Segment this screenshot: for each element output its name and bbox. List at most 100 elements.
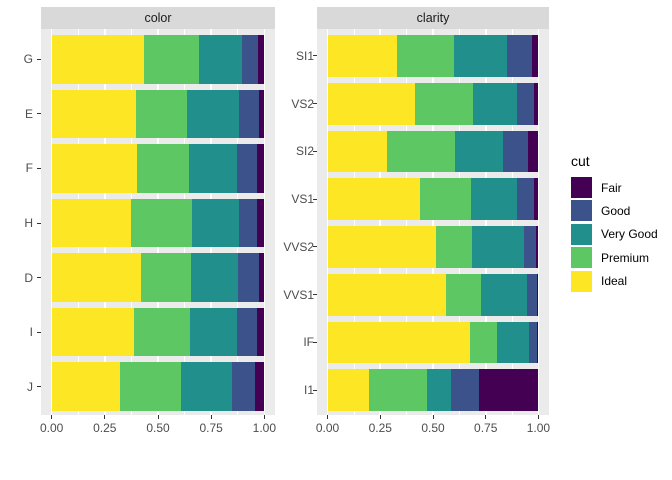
y-axis-label-vvs1: VVS1	[283, 287, 314, 302]
legend-item-fair: Fair	[571, 177, 658, 198]
bar-segment-h-fair	[256, 198, 265, 248]
y-tick	[313, 389, 317, 391]
bar-segment-e-ideal	[51, 89, 137, 139]
major-gridline	[263, 29, 266, 415]
bar-vs1	[327, 178, 539, 220]
x-axis-label-0-75: 0.75	[199, 421, 223, 435]
x-tick	[537, 415, 539, 419]
x-tick	[432, 415, 434, 419]
facet-strip-color-label: color	[144, 11, 172, 25]
legend-swatch-good	[571, 200, 592, 222]
x-tick	[104, 415, 106, 419]
bar-h	[51, 198, 265, 248]
legend-swatch-premium	[571, 247, 592, 269]
bar-si2	[327, 130, 539, 173]
bar-segment-si2-fair	[527, 130, 539, 173]
y-tick	[37, 113, 41, 115]
y-axis-label-d: D	[24, 270, 33, 285]
bar-segment-vvs1-ideal	[327, 273, 446, 316]
legend-item-very-good: Very Good	[571, 223, 658, 245]
bar-segment-vvs2-premium	[436, 226, 473, 268]
y-axis-label-vs1: VS1	[291, 192, 314, 207]
x-axis-label-0-00: 0.00	[39, 421, 64, 435]
bar-segment-g-very-good	[198, 35, 242, 84]
minor-gridline	[353, 29, 355, 415]
legend-label-very-good: Very Good	[601, 227, 658, 242]
bar-segment-g-fair	[258, 35, 265, 84]
y-axis-label-if: IF	[303, 335, 314, 350]
bar-segment-d-premium	[140, 253, 191, 302]
x-axis-label-0-25: 0.25	[368, 421, 392, 435]
x-axis-label-0-00: 0.00	[315, 421, 340, 435]
y-axis-label-f: F	[25, 161, 33, 176]
x-axis-label-1-00: 1.00	[526, 421, 551, 435]
legend-item-good: Good	[571, 200, 658, 222]
bar-segment-vs2-very-good	[472, 82, 518, 125]
bar-segment-if-ideal	[327, 321, 471, 364]
y-axis-label-h: H	[24, 216, 33, 230]
bar-segment-i1-good	[451, 369, 479, 411]
bar-e	[51, 89, 265, 139]
y-tick	[313, 103, 317, 105]
x-tick	[51, 415, 53, 419]
x-axis-label-1-00: 1.00	[252, 421, 277, 435]
bar-segment-j-very-good	[180, 362, 233, 411]
bar-segment-vvs1-good	[526, 273, 538, 316]
bar-f	[51, 144, 265, 193]
y-axis-label-si2: SI2	[295, 144, 314, 159]
y-axis-label-si1: SI1	[295, 48, 314, 63]
y-tick	[37, 386, 41, 388]
facet-strip-color: color	[41, 7, 275, 29]
legend-swatch-fair	[571, 177, 592, 198]
bar-segment-g-good	[241, 35, 259, 84]
y-axis-label-i: I	[29, 325, 33, 340]
bar-segment-si2-ideal	[327, 130, 388, 173]
x-tick	[327, 415, 329, 419]
major-gridline	[326, 29, 329, 415]
y-axis-label-g: G	[23, 52, 33, 67]
bar-segment-if-very-good	[497, 321, 529, 364]
bar-d	[51, 253, 265, 302]
y-axis-label-i1: I1	[303, 383, 314, 398]
bar-segment-vs2-ideal	[327, 82, 415, 125]
major-gridline	[484, 29, 487, 415]
bar-segment-vs2-good	[517, 82, 534, 125]
major-gridline	[379, 29, 382, 415]
x-axis-label-0-50: 0.50	[421, 421, 445, 435]
bar-segment-vs1-good	[517, 178, 534, 220]
bar-segment-d-very-good	[190, 253, 239, 302]
minor-gridline	[458, 29, 460, 415]
legend-items: Fair Good Very Good Premium Ideal	[571, 177, 658, 292]
bar-segment-g-ideal	[51, 35, 144, 84]
bar-segment-f-good	[237, 144, 258, 193]
minor-gridline	[406, 29, 408, 415]
bar-segment-si1-premium	[396, 35, 455, 77]
bar-segment-e-very-good	[187, 89, 240, 139]
bar-segment-vs2-premium	[414, 82, 473, 125]
bar-i	[51, 307, 265, 357]
bar-vvs1	[327, 273, 539, 316]
bar-segment-e-premium	[136, 89, 188, 139]
bar-segment-vs2-fair	[533, 82, 539, 125]
bar-segment-i1-fair	[478, 369, 539, 411]
x-tick	[379, 415, 381, 419]
major-gridline	[432, 29, 434, 415]
y-axis-label-e: E	[24, 106, 33, 121]
legend-label-good: Good	[601, 203, 631, 218]
legend-label-ideal: Ideal	[601, 274, 628, 289]
bar-segment-si2-good	[502, 130, 528, 173]
bar-segment-h-good	[238, 198, 257, 248]
bar-segment-i-very-good	[189, 307, 237, 357]
bar-segment-j-fair	[255, 362, 265, 411]
minor-gridline	[511, 29, 513, 415]
bar-segment-e-fair	[259, 89, 265, 139]
bar-segment-g-premium	[143, 35, 199, 84]
y-tick	[313, 150, 317, 152]
bar-segment-j-good	[232, 362, 256, 411]
bar-segment-i-ideal	[51, 307, 134, 357]
bar-segment-e-good	[239, 89, 260, 139]
bar-segment-h-ideal	[51, 198, 132, 248]
y-tick	[313, 246, 317, 248]
bar-segment-vvs2-very-good	[472, 226, 524, 268]
bar-segment-i-fair	[257, 307, 265, 357]
